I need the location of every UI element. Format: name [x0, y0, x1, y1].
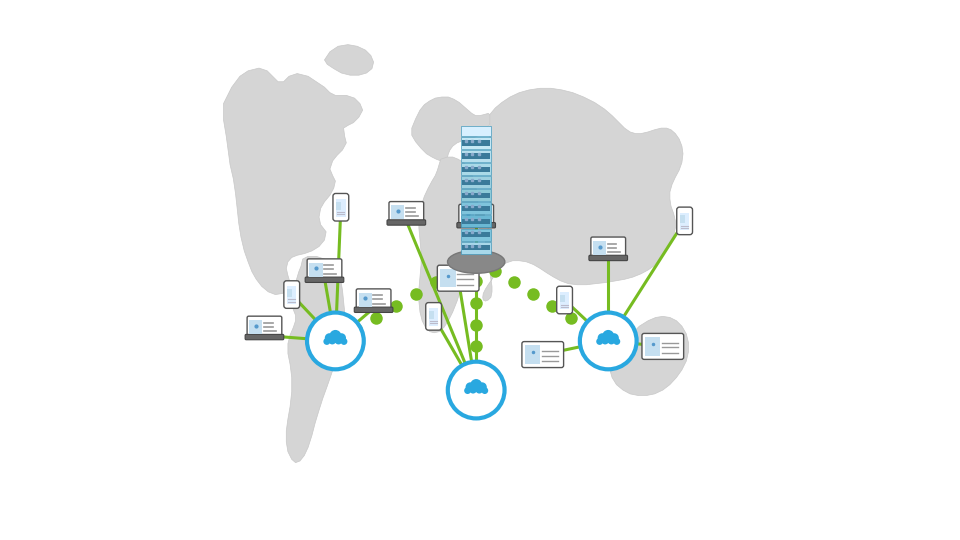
FancyBboxPatch shape: [467, 387, 486, 392]
FancyBboxPatch shape: [588, 255, 628, 261]
Circle shape: [324, 333, 334, 342]
FancyBboxPatch shape: [307, 259, 342, 280]
Circle shape: [608, 336, 615, 345]
FancyBboxPatch shape: [560, 295, 564, 302]
FancyBboxPatch shape: [463, 232, 491, 237]
FancyBboxPatch shape: [463, 219, 491, 224]
Circle shape: [469, 386, 477, 394]
FancyBboxPatch shape: [461, 215, 492, 227]
Polygon shape: [224, 68, 363, 294]
Circle shape: [477, 382, 487, 392]
Polygon shape: [419, 157, 478, 333]
FancyBboxPatch shape: [463, 166, 491, 172]
Polygon shape: [324, 45, 373, 75]
FancyBboxPatch shape: [642, 333, 684, 360]
FancyBboxPatch shape: [389, 201, 423, 222]
FancyBboxPatch shape: [461, 202, 492, 214]
Circle shape: [610, 333, 619, 342]
FancyBboxPatch shape: [336, 202, 341, 210]
Text: CDN: CDN: [463, 398, 490, 408]
FancyBboxPatch shape: [287, 286, 297, 304]
FancyBboxPatch shape: [356, 289, 391, 310]
FancyBboxPatch shape: [591, 237, 626, 258]
FancyBboxPatch shape: [461, 228, 492, 240]
FancyBboxPatch shape: [461, 176, 492, 188]
FancyBboxPatch shape: [284, 281, 300, 308]
FancyBboxPatch shape: [463, 153, 491, 159]
Polygon shape: [610, 316, 688, 395]
FancyBboxPatch shape: [438, 265, 479, 291]
FancyBboxPatch shape: [463, 193, 491, 198]
FancyBboxPatch shape: [461, 137, 492, 149]
FancyBboxPatch shape: [593, 241, 607, 255]
FancyBboxPatch shape: [457, 222, 495, 228]
FancyBboxPatch shape: [441, 269, 456, 287]
FancyBboxPatch shape: [287, 289, 292, 297]
FancyBboxPatch shape: [247, 316, 282, 337]
FancyBboxPatch shape: [326, 338, 345, 342]
FancyBboxPatch shape: [250, 320, 262, 334]
FancyBboxPatch shape: [463, 245, 491, 251]
Circle shape: [466, 382, 475, 392]
Polygon shape: [412, 97, 492, 161]
Circle shape: [329, 330, 342, 342]
FancyBboxPatch shape: [425, 302, 442, 330]
FancyBboxPatch shape: [461, 208, 474, 222]
FancyBboxPatch shape: [463, 140, 491, 146]
FancyBboxPatch shape: [461, 241, 492, 254]
Circle shape: [465, 387, 471, 394]
FancyBboxPatch shape: [557, 286, 572, 314]
Polygon shape: [474, 88, 683, 301]
FancyBboxPatch shape: [681, 215, 684, 223]
FancyBboxPatch shape: [677, 207, 692, 235]
FancyBboxPatch shape: [461, 163, 492, 175]
FancyBboxPatch shape: [459, 204, 493, 225]
FancyBboxPatch shape: [463, 206, 491, 211]
Circle shape: [341, 338, 348, 345]
Circle shape: [598, 333, 607, 342]
FancyBboxPatch shape: [336, 199, 346, 217]
Circle shape: [601, 336, 609, 345]
FancyBboxPatch shape: [429, 308, 439, 326]
Circle shape: [335, 336, 343, 345]
Circle shape: [475, 386, 483, 394]
FancyBboxPatch shape: [333, 193, 348, 221]
FancyBboxPatch shape: [392, 206, 404, 219]
Circle shape: [470, 379, 482, 391]
Text: CDN: CDN: [323, 349, 348, 359]
FancyBboxPatch shape: [429, 311, 434, 319]
Circle shape: [328, 336, 336, 345]
Circle shape: [481, 387, 489, 394]
Circle shape: [324, 338, 330, 345]
Circle shape: [447, 362, 505, 418]
Circle shape: [580, 313, 636, 369]
Ellipse shape: [447, 251, 505, 273]
FancyBboxPatch shape: [461, 189, 492, 201]
FancyBboxPatch shape: [359, 293, 372, 307]
FancyBboxPatch shape: [560, 292, 569, 309]
FancyBboxPatch shape: [522, 342, 564, 368]
FancyBboxPatch shape: [354, 307, 393, 313]
Circle shape: [602, 330, 614, 342]
FancyBboxPatch shape: [461, 150, 492, 162]
FancyBboxPatch shape: [599, 338, 617, 342]
Text: CDN: CDN: [595, 349, 621, 359]
Circle shape: [596, 338, 603, 345]
FancyBboxPatch shape: [305, 277, 344, 282]
FancyBboxPatch shape: [461, 126, 492, 136]
FancyBboxPatch shape: [387, 220, 425, 225]
Circle shape: [307, 313, 364, 369]
FancyBboxPatch shape: [525, 346, 540, 364]
Circle shape: [613, 338, 620, 345]
FancyBboxPatch shape: [645, 337, 660, 355]
FancyBboxPatch shape: [680, 213, 689, 230]
Polygon shape: [286, 256, 345, 463]
FancyBboxPatch shape: [309, 263, 323, 276]
FancyBboxPatch shape: [245, 334, 284, 340]
FancyBboxPatch shape: [463, 180, 491, 185]
Circle shape: [337, 333, 346, 342]
